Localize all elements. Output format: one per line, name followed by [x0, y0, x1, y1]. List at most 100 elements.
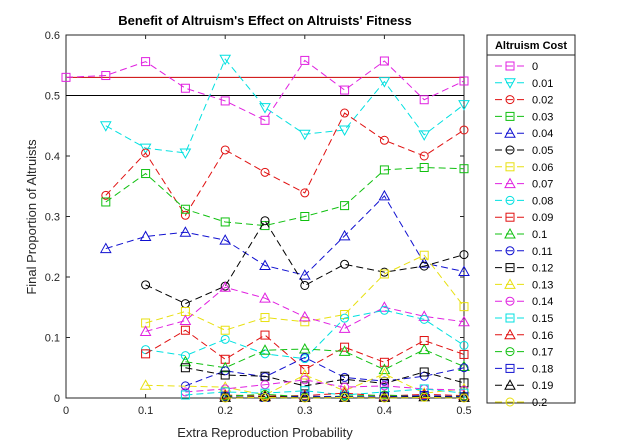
data-point [180, 363, 190, 373]
data-point [458, 391, 470, 402]
legend-item: 0 [495, 61, 538, 73]
data-point [419, 367, 429, 377]
series-line [185, 379, 465, 393]
data-point [459, 164, 469, 174]
x-tick-label: 0.4 [377, 405, 392, 417]
data-point [139, 379, 152, 390]
data-point [300, 188, 310, 198]
data-point [141, 57, 151, 67]
data-point [219, 281, 232, 292]
data-point [459, 378, 469, 388]
data-point [260, 167, 270, 177]
data-point [300, 386, 310, 396]
data-point [180, 204, 190, 214]
data-point [378, 189, 391, 201]
legend-item: 0.16 [495, 328, 553, 342]
legend-label: 0.03 [532, 111, 553, 123]
legend-marker [504, 278, 516, 289]
legend-marker [505, 111, 515, 121]
legend: Altruism Cost 0 0.01 0.02 0.03 0.04 0.05 0.06 0… [486, 34, 576, 409]
x-tick-label: 0.5 [456, 405, 471, 417]
legend-label: 0.19 [532, 380, 553, 392]
legend-label: 0 [532, 61, 538, 73]
data-point [260, 115, 270, 125]
data-point [220, 96, 230, 106]
y-tick-label: 0.1 [45, 333, 60, 345]
series-0-05 [141, 216, 469, 309]
data-point [379, 135, 389, 145]
series-line [185, 388, 465, 396]
data-point [419, 392, 429, 402]
data-point [419, 314, 429, 324]
data-point [219, 54, 232, 66]
legend-label: 0.01 [532, 78, 553, 90]
data-point [180, 306, 190, 316]
y-tick-label: 0.2 [45, 272, 60, 284]
data-point [458, 100, 470, 111]
series-line [185, 348, 465, 371]
data-point [459, 250, 469, 260]
data-point [340, 259, 350, 269]
legend-marker [504, 227, 516, 239]
data-point [378, 391, 391, 402]
data-point [340, 201, 350, 211]
legend-item: 0.03 [495, 111, 553, 123]
legend-item: 0.11 [495, 246, 553, 258]
data-point [459, 340, 469, 350]
legend-marker [504, 127, 516, 138]
data-point [180, 210, 190, 220]
data-point [300, 393, 310, 403]
data-point [260, 221, 270, 231]
data-point [338, 322, 351, 333]
data-point [300, 280, 310, 290]
series-line [145, 219, 465, 305]
data-point [179, 226, 192, 237]
data-point [180, 299, 190, 309]
legend-item: 0.06 [495, 162, 553, 174]
data-point [419, 162, 429, 172]
data-point [298, 391, 311, 402]
series-line [225, 392, 465, 397]
legend-marker [505, 246, 515, 256]
data-point [379, 381, 389, 391]
data-point [139, 230, 152, 241]
legend-item: 0.18 [495, 363, 553, 375]
legend-marker [505, 195, 515, 205]
series-0-09 [141, 325, 469, 375]
legend-marker [504, 328, 516, 340]
series-line [185, 367, 465, 387]
data-point [459, 393, 469, 403]
legend-marker [504, 177, 516, 189]
legend-marker [505, 162, 515, 172]
legend-item: 0.1 [495, 227, 547, 241]
series-0-04 [99, 189, 470, 280]
series-line [225, 396, 465, 399]
data-point [298, 310, 311, 322]
series-line [105, 195, 465, 276]
data-point [139, 143, 152, 155]
legend-item: 0.08 [495, 195, 553, 207]
data-point [220, 325, 230, 335]
data-point [379, 305, 389, 315]
data-point [378, 77, 391, 88]
data-point [180, 351, 190, 361]
series-0-2 [220, 392, 469, 403]
data-point [379, 269, 389, 279]
data-point [259, 390, 271, 402]
legend-label: 0.16 [532, 330, 553, 342]
data-point [458, 265, 470, 277]
data-point [379, 56, 389, 66]
data-point [179, 148, 192, 160]
reference-lines [66, 76, 464, 96]
legend-label: 0.02 [532, 95, 553, 107]
data-point [259, 292, 271, 303]
legend-label: 0.05 [532, 145, 553, 157]
x-tick-label: 0.1 [138, 405, 153, 417]
data-point [219, 391, 232, 402]
data-point [418, 390, 431, 402]
legend-item: 0.05 [495, 145, 553, 157]
legend-item: 0.01 [495, 78, 553, 90]
data-point [459, 76, 469, 86]
legend-item: 0.17 [495, 347, 553, 359]
